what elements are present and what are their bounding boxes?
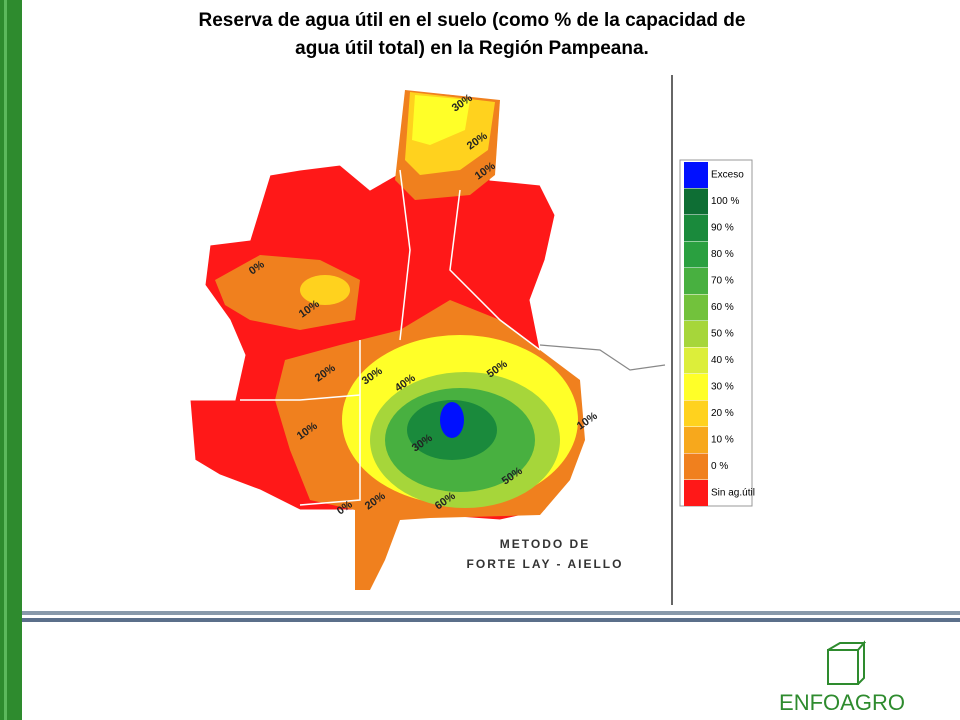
legend-swatch <box>684 347 708 374</box>
legend-swatch <box>684 215 708 241</box>
legend-label: 20 % <box>711 408 734 419</box>
legend-label: 90 % <box>711 223 734 234</box>
legend-label: 70 % <box>711 276 734 287</box>
zone-30 <box>412 95 470 145</box>
boundary <box>449 189 541 351</box>
border <box>539 344 666 371</box>
legend-swatch <box>684 374 708 400</box>
legend-swatch <box>684 480 708 506</box>
zone-20 <box>300 275 350 305</box>
side-bar-highlight <box>4 0 7 720</box>
side-bar <box>0 0 22 720</box>
legend-label: 50 % <box>711 329 734 340</box>
legend-label: 80 % <box>711 249 734 260</box>
boundary <box>299 340 361 506</box>
logo: ENFOAGRO <box>779 640 905 715</box>
legend-swatch <box>684 453 708 480</box>
legend-label: Exceso <box>711 170 744 181</box>
legend-swatch <box>684 188 708 215</box>
legend-swatch <box>684 241 708 268</box>
legend-label: 30 % <box>711 382 734 393</box>
logo-icon <box>827 640 867 685</box>
legend-swatch <box>684 268 708 294</box>
legend-swatch <box>684 400 708 427</box>
legend-label: 0 % <box>711 461 728 472</box>
divider <box>22 611 960 615</box>
legend-swatch <box>684 427 708 453</box>
logo-text: ENFOAGRO <box>779 690 905 715</box>
legend-swatch <box>684 321 708 347</box>
map <box>189 89 666 591</box>
boundary <box>399 169 411 341</box>
legend-label: 60 % <box>711 302 734 313</box>
legend-label: 10 % <box>711 435 734 446</box>
method: FORTE LAY - AIELLO <box>467 557 624 571</box>
title: agua útil total) en la Región Pampeana. <box>295 38 649 59</box>
legend-swatch <box>684 294 708 321</box>
legend-label: 40 % <box>711 355 734 366</box>
legend-swatch <box>684 162 708 188</box>
boundary <box>240 394 361 401</box>
zone-exceso <box>440 402 464 438</box>
title: Reserva de agua útil en el suelo (como %… <box>199 10 746 31</box>
legend-label: Sin ag.útil <box>711 488 755 499</box>
divider <box>22 618 960 622</box>
method: METODO DE <box>500 537 590 551</box>
logo-icon <box>827 649 859 685</box>
zone-0 <box>215 255 360 330</box>
legend-label: 100 % <box>711 196 739 207</box>
